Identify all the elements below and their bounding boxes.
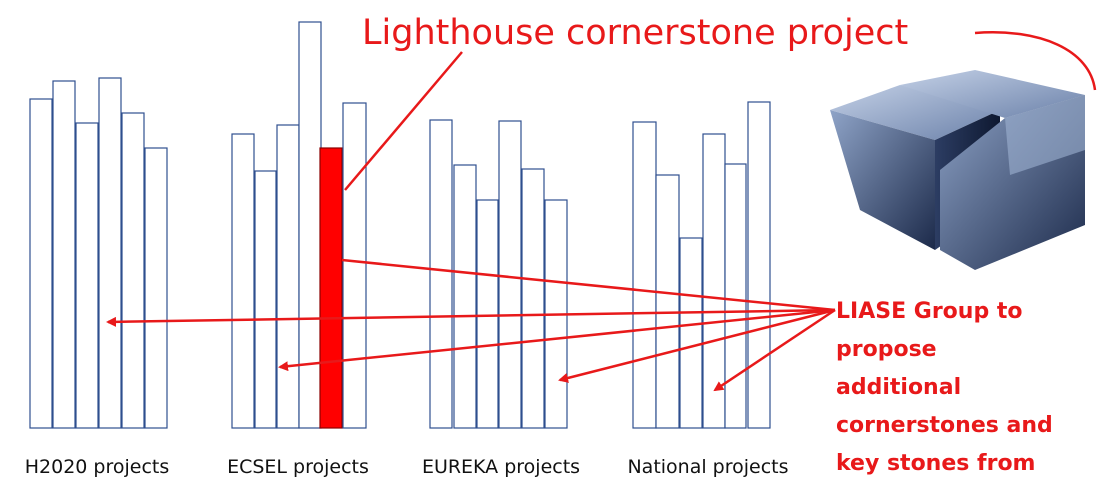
eureka-bars (430, 120, 567, 428)
group-label: National projects (627, 456, 788, 478)
note-line: cornerstones and (836, 413, 1053, 438)
diagram: Lighthouse cornerstone project H2020 pro… (0, 0, 1104, 486)
group-label: EUREKA projects (422, 456, 580, 478)
note-line: propose (836, 337, 937, 362)
note-line: key stones from (836, 451, 1035, 476)
title: Lighthouse cornerstone project (362, 13, 908, 53)
group-label: ECSEL projects (227, 456, 369, 478)
ecsel-bars (232, 22, 366, 428)
group-label: H2020 projects (25, 456, 170, 478)
lighthouse-bar (320, 148, 342, 428)
h2020-bars (30, 78, 167, 428)
note-line: LIASE Group to (836, 299, 1022, 324)
cube-logo (830, 70, 1085, 270)
note-line: additional (836, 375, 961, 400)
national-bars (633, 102, 770, 428)
